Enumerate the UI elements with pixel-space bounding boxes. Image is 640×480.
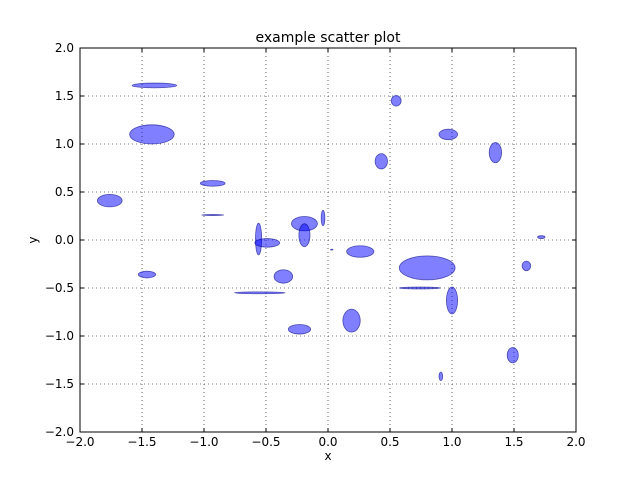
scatter-point [129, 124, 175, 145]
x-tick-label: 2.0 [566, 435, 585, 449]
scatter-point [438, 128, 458, 141]
scatter-point [96, 193, 123, 208]
scatter-point [488, 142, 502, 164]
y-tick-label: 1.5 [55, 89, 74, 103]
scatter-point [330, 248, 334, 251]
y-tick-labels: −2.0 −1.5 −1.0 −0.5 0.0 0.5 1.0 1.5 2.0 [45, 41, 74, 439]
scatter-point [446, 286, 458, 315]
y-tick-label: −2.0 [45, 425, 74, 439]
scatter-point [320, 209, 326, 227]
scatter-point [254, 238, 281, 248]
x-tick-label: −1.0 [189, 435, 218, 449]
scatter-point [287, 324, 312, 335]
scatter-point [398, 286, 441, 290]
x-tick-label: 0.5 [380, 435, 399, 449]
scatter-point [201, 214, 225, 216]
scatter-point [346, 245, 375, 258]
y-tick-label: 0.5 [55, 185, 74, 199]
scatter-point [342, 308, 361, 333]
y-tick-label: 1.0 [55, 137, 74, 151]
y-tick-label: −0.5 [45, 281, 74, 295]
scatter-point [131, 82, 178, 89]
scatter-point [390, 95, 402, 107]
x-tick-label: −1.5 [127, 435, 156, 449]
scatter-point [398, 255, 456, 281]
scatter-point [537, 235, 546, 239]
scatter-point [298, 223, 311, 248]
x-tick-labels: −2.0 −1.5 −1.0 −0.5 0.0 0.5 1.0 1.5 2.0 [65, 435, 585, 449]
x-tick-label: −2.0 [65, 435, 94, 449]
scatter-point [233, 291, 286, 295]
chart-title: example scatter plot [256, 30, 401, 46]
y-tick-label: −1.5 [45, 377, 74, 391]
data-points [96, 82, 546, 382]
y-axis-label: y [26, 236, 40, 243]
scatter-point [374, 153, 388, 170]
scatter-point [273, 269, 294, 284]
x-axis-label: x [324, 449, 331, 463]
y-tick-label: 0.0 [55, 233, 74, 247]
scatter-point [137, 270, 157, 279]
scatter-point [199, 180, 226, 187]
x-tick-label: −0.5 [251, 435, 280, 449]
x-tick-label: 1.5 [504, 435, 523, 449]
y-tick-label: 2.0 [55, 41, 74, 55]
axis-ticks [79, 47, 577, 433]
grid [80, 48, 576, 432]
scatter-point [521, 260, 532, 272]
x-tick-label: 0.0 [318, 435, 337, 449]
y-tick-label: −1.0 [45, 329, 74, 343]
x-tick-label: 1.0 [442, 435, 461, 449]
scatter-point [438, 371, 444, 382]
scatter-point [506, 347, 519, 364]
